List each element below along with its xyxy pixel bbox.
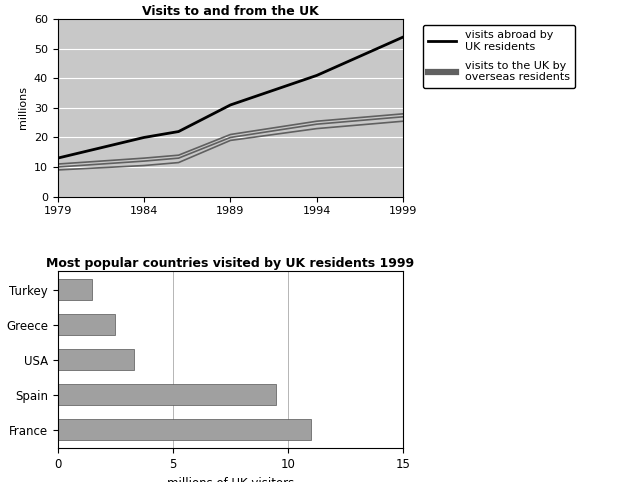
Bar	[58, 279, 92, 300]
X-axis label: millions of UK visitors: millions of UK visitors	[167, 477, 294, 482]
visits abroad by
UK residents	[140, 134, 148, 140]
Line: visits abroad by
UK residents: visits abroad by UK residents	[58, 37, 403, 158]
Bar	[58, 314, 115, 335]
Title: Most popular countries visited by UK residents 1999: Most popular countries visited by UK res…	[46, 257, 415, 270]
visits abroad by
UK residents	[313, 72, 321, 78]
Title: Visits to and from the UK: Visits to and from the UK	[142, 5, 319, 18]
Bar	[58, 349, 134, 370]
visits abroad by
UK residents	[399, 34, 407, 40]
Legend: visits abroad by
UK residents, visits to the UK by
overseas residents: visits abroad by UK residents, visits to…	[422, 25, 575, 88]
visits abroad by
UK residents	[175, 129, 182, 134]
visits abroad by
UK residents	[227, 102, 234, 108]
Bar	[58, 419, 311, 440]
visits abroad by
UK residents	[54, 155, 61, 161]
Y-axis label: millions: millions	[18, 86, 28, 129]
Bar	[58, 384, 276, 405]
